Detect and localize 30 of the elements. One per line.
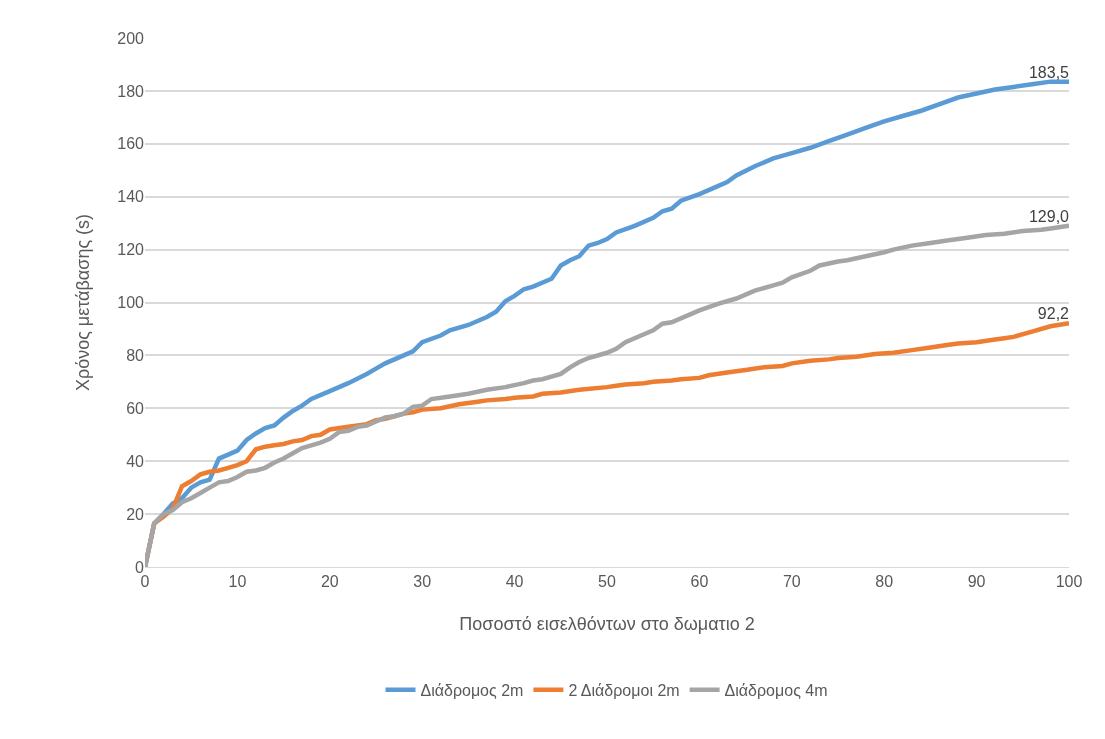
y-tick-label: 180	[117, 82, 145, 100]
x-tick-label: 60	[690, 573, 709, 591]
x-tick-label: 90	[967, 573, 986, 591]
x-tick-label: 70	[782, 573, 801, 591]
y-tick-label: 100	[117, 294, 145, 312]
x-tick-label: 20	[320, 573, 339, 591]
x-tick-label: 40	[505, 573, 524, 591]
y-tick-label: 20	[126, 505, 145, 523]
y-tick-label: 0	[135, 558, 145, 576]
legend-label: Διάδρομος 4m	[724, 681, 828, 699]
x-tick-label: 50	[598, 573, 616, 591]
x-tick-label: 80	[875, 573, 894, 591]
y-tick-label: 80	[126, 347, 145, 364]
y-tick-label: 120	[117, 241, 145, 259]
y-tick-label: 40	[126, 452, 145, 470]
data-label: 183,5	[1028, 63, 1070, 81]
x-tick-label: 10	[228, 573, 247, 591]
y-tick-label: 200	[117, 29, 145, 47]
y-tick-label: 60	[126, 399, 145, 417]
legend-label: Διάδρομος 2m	[420, 681, 524, 699]
x-tick-label: 30	[413, 573, 432, 591]
y-axis-title: Χρόνος μετάβασης (s)	[73, 213, 94, 392]
x-axis-title: Ποσοστό εισελθόντων στο δωματιο 2	[459, 614, 755, 635]
legend-label: 2 Διάδρομοι 2m	[568, 681, 680, 699]
data-label: 92,2	[1037, 305, 1070, 323]
x-tick-label: 100	[1055, 573, 1083, 591]
data-label: 129,0	[1028, 207, 1070, 225]
y-tick-label: 160	[117, 135, 145, 153]
line-series	[145, 223, 1069, 567]
y-tick-label: 140	[117, 188, 145, 206]
